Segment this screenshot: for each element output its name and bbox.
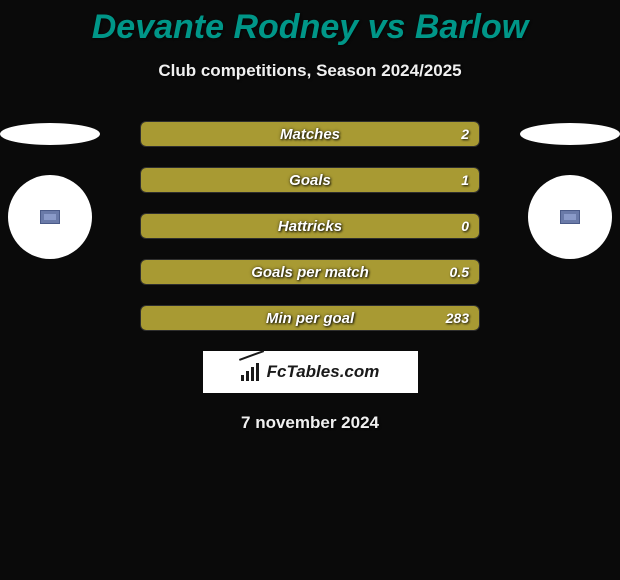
stat-label: Hattricks	[278, 218, 342, 235]
stat-label: Matches	[280, 126, 340, 143]
stat-row-matches: Matches 2	[140, 121, 480, 147]
stat-label: Goals	[289, 172, 331, 189]
logo-text: FcTables.com	[267, 362, 380, 382]
stat-value-right: 1	[461, 172, 469, 188]
player-left-column	[0, 121, 100, 259]
player-left-shadow	[0, 123, 100, 145]
stat-row-min-per-goal: Min per goal 283	[140, 305, 480, 331]
stat-value-right: 0	[461, 218, 469, 234]
chart-icon	[241, 363, 263, 381]
player-right-column	[520, 121, 620, 259]
placeholder-crest-icon	[40, 210, 60, 224]
stat-rows: Matches 2 Goals 1 Hattricks 0 Goals per …	[140, 121, 480, 331]
player-left-badge	[8, 175, 92, 259]
stat-label: Goals per match	[251, 264, 369, 281]
stat-value-right: 0.5	[450, 264, 469, 280]
placeholder-crest-icon	[560, 210, 580, 224]
stat-label: Min per goal	[266, 310, 354, 327]
date-line: 7 november 2024	[0, 413, 620, 433]
stat-row-goals: Goals 1	[140, 167, 480, 193]
comparison-area: Matches 2 Goals 1 Hattricks 0 Goals per …	[0, 121, 620, 433]
stat-row-goals-per-match: Goals per match 0.5	[140, 259, 480, 285]
stat-value-right: 283	[446, 310, 469, 326]
page-title: Devante Rodney vs Barlow	[0, 0, 620, 47]
stat-row-hattricks: Hattricks 0	[140, 213, 480, 239]
fctables-logo[interactable]: FcTables.com	[203, 351, 418, 393]
subtitle: Club competitions, Season 2024/2025	[0, 61, 620, 81]
player-right-shadow	[520, 123, 620, 145]
stat-value-right: 2	[461, 126, 469, 142]
player-right-badge	[528, 175, 612, 259]
